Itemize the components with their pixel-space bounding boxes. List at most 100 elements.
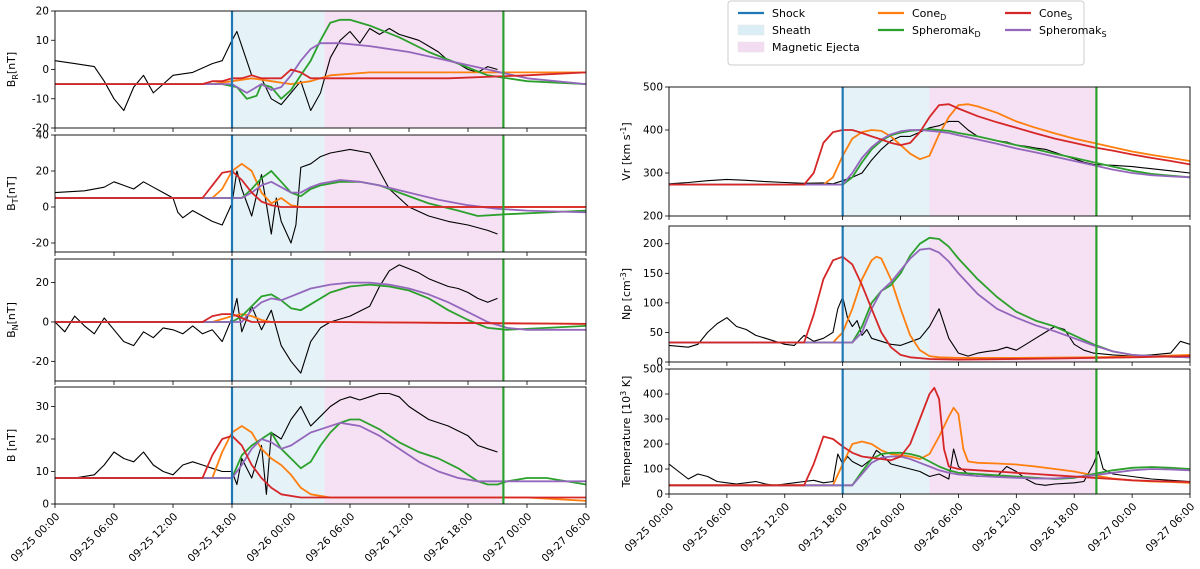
axes-frame xyxy=(54,386,587,505)
coneD-series-line xyxy=(669,255,1190,359)
spheromakD-series-line xyxy=(55,18,586,100)
y-axis-label: BT[nT] xyxy=(5,176,20,211)
legend-entry-coneD: ConeD xyxy=(878,7,946,22)
sheath-region xyxy=(232,11,325,128)
y-tick-label: 10 xyxy=(36,466,49,478)
y-tick-label: 100 xyxy=(643,297,663,309)
y-axis-label-main: B xyxy=(5,330,18,338)
y-axis-label: B [nT] xyxy=(5,429,18,462)
y-tick-label: 400 xyxy=(643,389,663,401)
y-axis-label-main: Vr [km s xyxy=(620,134,633,180)
coneS-series-line xyxy=(55,170,586,208)
axes-frame xyxy=(54,134,587,253)
x-tick-label: 09-27 06:00 xyxy=(1144,501,1198,555)
y-axis-label-subscript: N xyxy=(11,324,20,330)
y-axis-label-tail: ] xyxy=(620,268,633,272)
series-group xyxy=(55,18,586,112)
y-tick-label: 0 xyxy=(42,499,49,511)
coneS-series-line xyxy=(669,386,1190,487)
legend-label-subscript: S xyxy=(1102,30,1107,39)
coneD-series-line xyxy=(55,71,586,85)
y-tick-label: 0 xyxy=(656,489,663,501)
coneD-series-line xyxy=(669,103,1190,186)
coneS-series-line xyxy=(55,68,586,85)
y-axis-label-main: B xyxy=(5,80,18,88)
y-tick-label: 0 xyxy=(42,64,49,76)
x-tick-label: 09-25 06:00 xyxy=(680,501,734,555)
ejecta-region xyxy=(324,387,504,504)
axes-frame xyxy=(668,368,1191,495)
legend-label-main: Spheromak xyxy=(912,24,975,37)
spheromakD-series-line xyxy=(669,451,1190,487)
spheromakS-series-line xyxy=(55,281,586,331)
x-tick-label: 09-25 00:00 xyxy=(623,501,677,555)
legend-swatch-patch xyxy=(737,41,765,53)
legend-label: ConeD xyxy=(912,7,946,22)
y-axis-label-superscript: 3 xyxy=(619,391,628,396)
x-tick-label: 09-25 12:00 xyxy=(738,501,792,555)
legend-label-subscript: D xyxy=(975,30,981,39)
y-tick-label: 400 xyxy=(643,125,663,137)
y-axis-label-main: B xyxy=(5,203,18,211)
x-tick-label: 09-26 12:00 xyxy=(970,501,1024,555)
legend-label: Sheath xyxy=(772,24,811,37)
y-tick-label: 100 xyxy=(643,464,663,476)
x-tick-label: 09-26 18:00 xyxy=(422,511,476,565)
series-group xyxy=(669,386,1190,487)
ejecta-region xyxy=(324,11,504,128)
x-tick-label: 09-26 00:00 xyxy=(854,501,908,555)
legend-label-main: Sheath xyxy=(772,24,811,37)
y-tick-label: -20 xyxy=(32,123,49,135)
legend-label-main: Shock xyxy=(772,7,806,20)
left-panel-BT: -20 0 20 40 BT[nT] xyxy=(5,130,587,256)
series-group xyxy=(55,148,586,244)
legend-label: ConeS xyxy=(1039,7,1072,22)
coneS-series-line xyxy=(55,434,586,499)
ejecta-region xyxy=(929,226,1097,362)
y-tick-label: 0 xyxy=(42,202,49,214)
axes-frame xyxy=(54,258,587,382)
y-axis-label: Temperature [103 K] xyxy=(619,376,633,489)
spheromakD-series-line xyxy=(55,418,586,486)
sheath-region xyxy=(842,87,930,216)
series-group xyxy=(55,392,586,502)
y-tick-label: 300 xyxy=(643,168,663,180)
ejecta-region xyxy=(929,369,1097,494)
x-tick-label: 09-26 06:00 xyxy=(912,501,966,555)
legend-label-main: Cone xyxy=(1039,7,1067,20)
y-axis-label: Vr [km s-1] xyxy=(619,122,633,180)
spheromakD-series-line xyxy=(55,170,586,217)
y-axis-label-superscript: -3 xyxy=(619,272,628,280)
series-group xyxy=(669,103,1190,186)
y-tick-label: 40 xyxy=(36,130,49,142)
y-tick-label: -20 xyxy=(32,356,49,368)
y-axis-label-main: Temperature [10 xyxy=(620,396,633,488)
observed-series-line xyxy=(55,264,498,374)
x-tick-label: 09-26 00:00 xyxy=(245,511,299,565)
sheath-region xyxy=(842,226,930,362)
legend-label: SpheromakS xyxy=(1039,24,1107,39)
legend-label-main: Magnetic Ejecta xyxy=(772,41,860,54)
right-panel-Temperature: 0 100 200 300 400 500 Temperature [103 K] xyxy=(619,364,1191,501)
legend-label: Magnetic Ejecta xyxy=(772,41,860,54)
y-tick-label: 500 xyxy=(643,364,663,376)
legend-entry-shock: Shock xyxy=(738,7,806,20)
y-axis-label: Np [cm-3] xyxy=(619,268,633,320)
left-panel-B: 0 10 20 30 B [nT] xyxy=(5,386,587,511)
x-tick-label: 09-27 00:00 xyxy=(1086,501,1140,555)
y-tick-label: 200 xyxy=(643,211,663,223)
x-tick-label: 09-25 00:00 xyxy=(9,511,63,565)
legend-entry-spheromakS: SpheromakS xyxy=(1005,24,1107,39)
legend-label: Shock xyxy=(772,7,806,20)
spheromakD-series-line xyxy=(669,128,1190,186)
y-axis-label-tail: ] xyxy=(620,122,633,126)
y-axis-label-superscript: -1 xyxy=(619,127,628,135)
legend-entry-spheromakD: SpheromakD xyxy=(878,24,981,39)
legend-entry-ejecta: Magnetic Ejecta xyxy=(737,41,860,54)
sheath-region xyxy=(842,369,930,494)
legend-swatch-patch xyxy=(737,24,765,36)
y-tick-label: 500 xyxy=(643,82,663,94)
x-tick-label: 09-25 18:00 xyxy=(186,511,240,565)
y-tick-label: 150 xyxy=(643,268,663,280)
